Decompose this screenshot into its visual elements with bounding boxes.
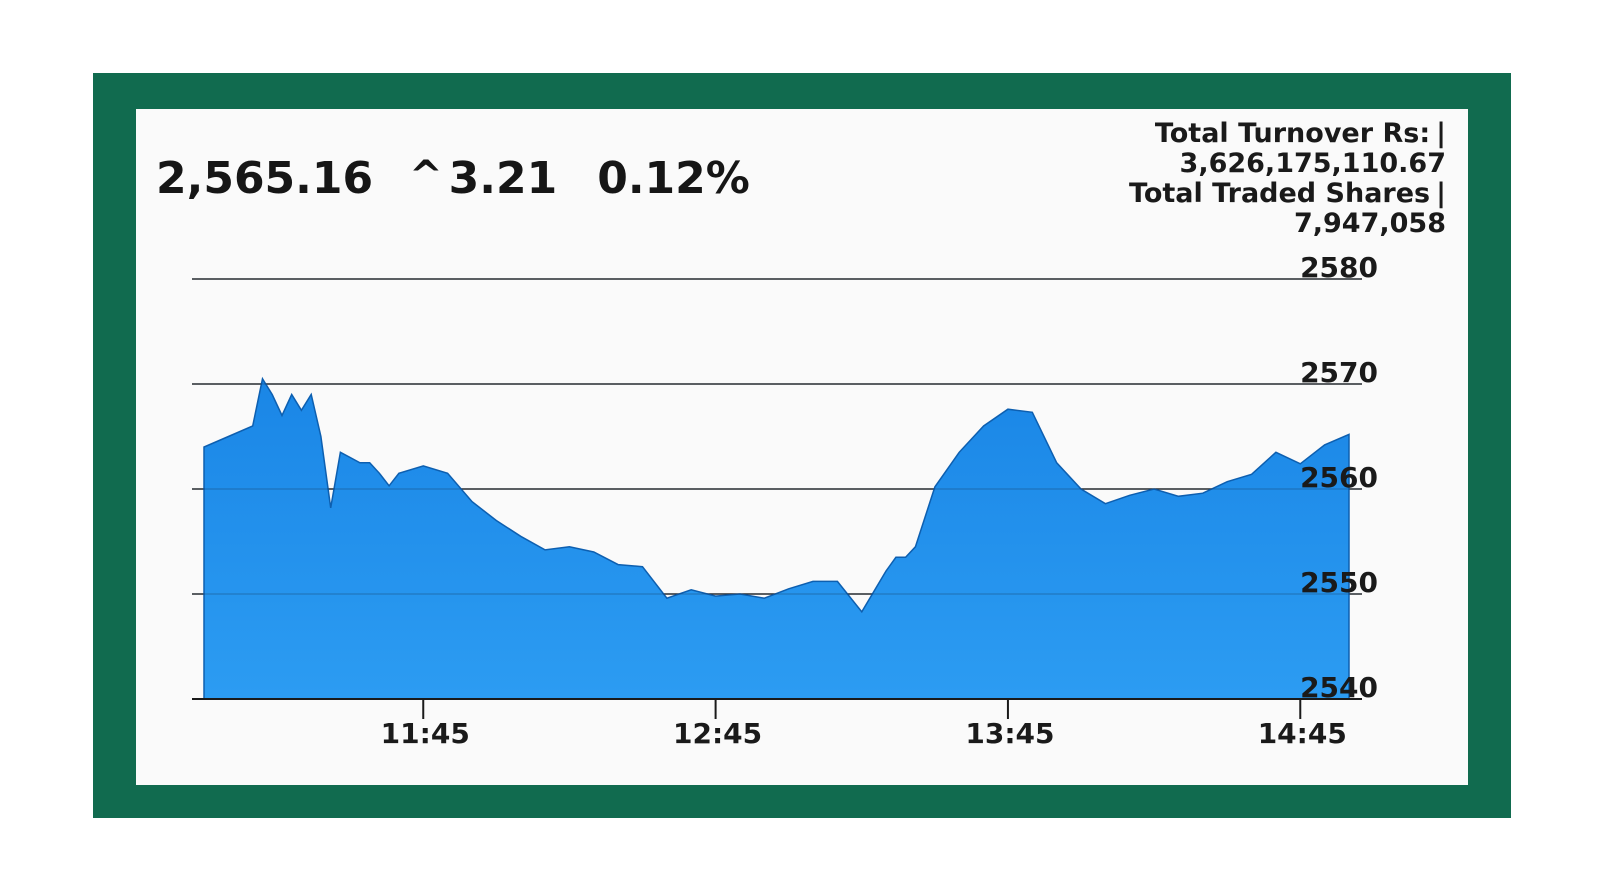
change-value: 3.21: [448, 153, 558, 204]
turnover-separator: |: [1436, 118, 1446, 149]
chart-card: 2,565.16 ^ 3.21 0.12% Total Turnover Rs: | 3…: [136, 109, 1468, 785]
x-tick-label: 13:45: [965, 717, 1054, 750]
index-value: 2,565.16: [156, 153, 374, 204]
shares-value: 7,947,058: [1293, 208, 1446, 239]
y-tick-label: 2550: [1300, 566, 1378, 599]
x-tick-label: 14:45: [1258, 717, 1347, 750]
y-tick-label: 2570: [1300, 356, 1378, 389]
y-tick-label: 2580: [1300, 251, 1378, 284]
x-tick-label: 11:45: [381, 717, 470, 750]
turnover-row: Total Turnover Rs: |: [1129, 119, 1446, 149]
x-tick-label: 12:45: [673, 717, 762, 750]
shares-label: Total Traded Shares: [1129, 178, 1431, 209]
up-arrow-icon: ^: [409, 153, 443, 199]
turnover-value: 3,626,175,110.67: [1179, 148, 1446, 179]
change-percent: 0.12%: [597, 153, 750, 204]
shares-row: Total Traded Shares |: [1129, 179, 1446, 209]
index-area-series: [203, 376, 1350, 700]
y-tick-label: 2560: [1300, 461, 1378, 494]
shares-separator: |: [1436, 178, 1446, 209]
market-stats: Total Turnover Rs: | 3,626,175,110.67 Tot…: [1129, 119, 1446, 239]
chart-frame: 2,565.16 ^ 3.21 0.12% Total Turnover Rs: | 3…: [93, 73, 1511, 818]
turnover-label: Total Turnover Rs:: [1154, 118, 1431, 149]
index-summary: 2,565.16 ^ 3.21 0.12%: [156, 153, 750, 204]
